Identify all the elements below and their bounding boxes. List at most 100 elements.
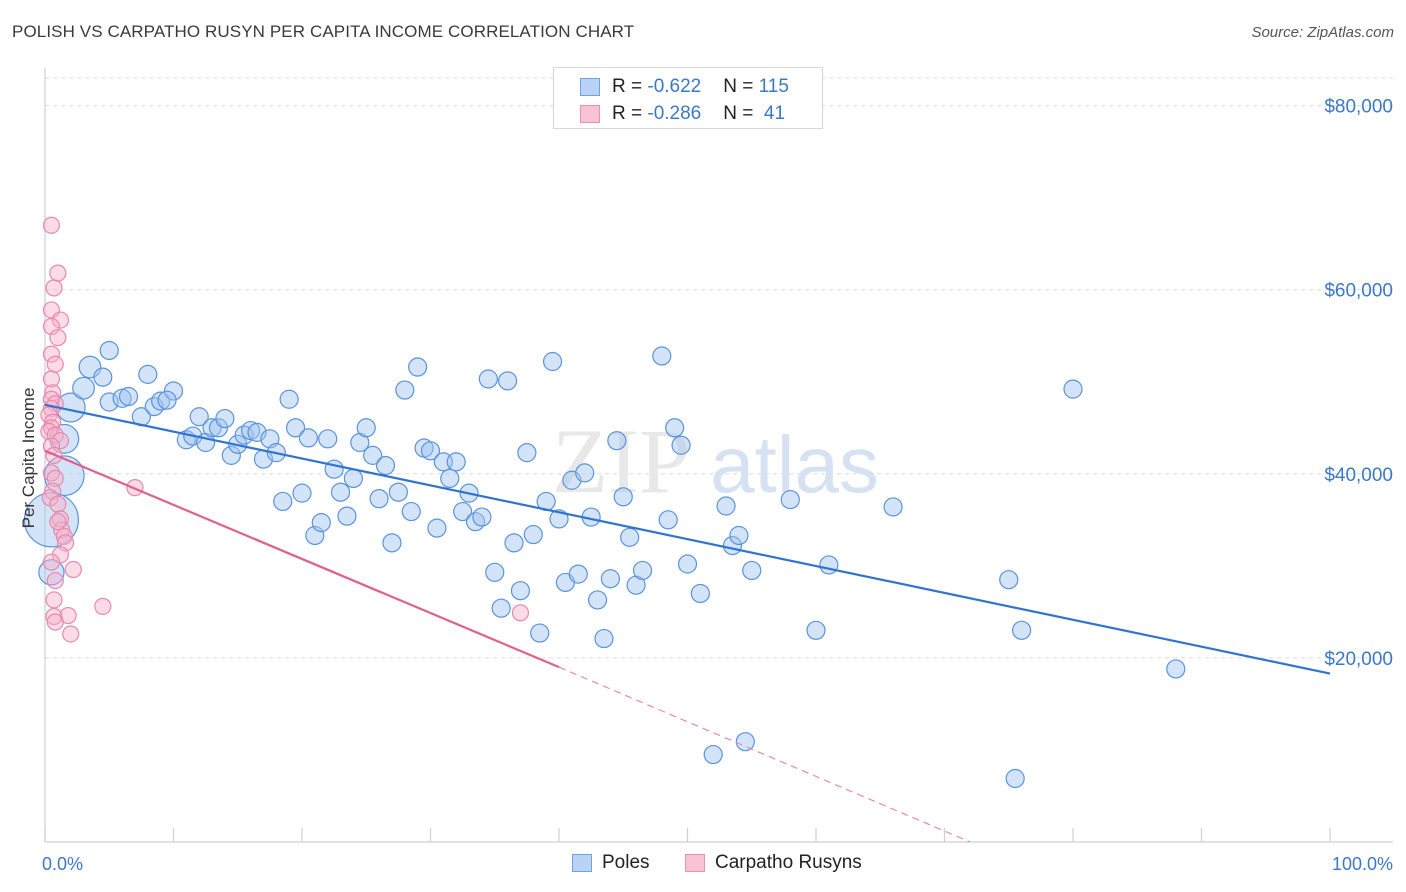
point-poles-13 [138, 364, 158, 384]
point-poles-100 [735, 732, 755, 752]
watermark-atlas: atlas [710, 420, 879, 509]
point-poles-36 [292, 483, 312, 503]
point-poles-99 [729, 525, 749, 546]
point-poles-44 [343, 468, 363, 489]
legend-row-rusyns: R = -0.286 N = 41 [580, 101, 785, 127]
point-rusyns-32 [42, 553, 61, 571]
point-poles-42 [330, 482, 351, 502]
chart-title: POLISH VS CARPATHO RUSYN PER CAPITA INCO… [12, 22, 635, 41]
point-rusyns-19 [51, 432, 70, 450]
bottom-swatch-poles [572, 854, 592, 872]
point-poles-6 [38, 559, 65, 586]
point-poles-7 [93, 367, 113, 387]
point-poles-93 [671, 435, 691, 455]
point-poles-106 [999, 570, 1019, 590]
point-poles-101 [742, 560, 762, 581]
point-poles-89 [632, 560, 653, 581]
point-poles-73 [530, 623, 550, 643]
point-rusyns-9 [42, 370, 61, 388]
point-poles-49 [375, 455, 396, 476]
y-tick-label-2: $60,000 [1324, 281, 1393, 302]
point-rusyns-33 [64, 560, 82, 579]
legend-r-value-rusyns: -0.286 [647, 103, 702, 124]
trend-rusyns-extension [558, 666, 971, 843]
point-poles-67 [491, 598, 511, 618]
point-rusyns-43 [49, 513, 67, 531]
x-tick-label-0: 0.0% [42, 854, 83, 874]
point-poles-91 [658, 510, 678, 530]
point-poles-108 [1063, 379, 1083, 399]
point-rusyns-23 [46, 469, 64, 488]
point-poles-64 [472, 507, 492, 527]
y-tick-label-0: $20,000 [1324, 649, 1393, 670]
tick-labels: $20,000 $40,000 $60,000 $80,000 0.0% 100.0% [42, 97, 1393, 874]
point-rusyns-39 [62, 625, 80, 643]
point-poles-80 [575, 463, 595, 483]
point-poles-56 [420, 441, 441, 461]
point-poles-17 [157, 390, 177, 410]
grid [45, 77, 1393, 659]
point-poles-11 [118, 386, 139, 407]
point-poles-90 [652, 346, 672, 366]
legend-row-poles: R = -0.622 N = 115 [580, 74, 789, 100]
y-axis-title: Per Capita Income [19, 388, 38, 529]
point-poles-107 [1011, 620, 1032, 640]
point-rusyns-0 [42, 216, 61, 234]
series-poles [23, 340, 1186, 789]
point-poles-79 [568, 564, 588, 584]
point-poles-52 [395, 380, 415, 400]
bottom-legend-poles[interactable]: Poles [572, 852, 650, 874]
point-poles-68 [498, 371, 518, 391]
legend-n-value-rusyns: 41 [758, 103, 786, 124]
point-rusyns-36 [45, 607, 63, 626]
point-rusyns-8 [46, 355, 64, 373]
point-rusyns-4 [51, 311, 70, 329]
point-poles-9 [112, 388, 132, 408]
point-poles-39 [311, 512, 331, 533]
point-rusyns-38 [46, 613, 64, 631]
bottom-legend-rusyns[interactable]: Carpatho Rusyns [685, 852, 862, 874]
point-rusyns-35 [45, 591, 63, 609]
point-rusyns-7 [42, 345, 61, 363]
point-poles-35 [285, 418, 306, 438]
point-poles-48 [369, 489, 389, 509]
point-rusyns-6 [49, 328, 67, 347]
point-poles-57 [427, 518, 447, 538]
point-poles-8 [99, 392, 119, 412]
point-poles-94 [677, 554, 698, 574]
point-poles-24 [215, 408, 235, 429]
point-rusyns-34 [46, 571, 64, 590]
point-poles-59 [440, 468, 460, 489]
point-poles-4 [72, 376, 95, 400]
point-rusyns-26 [49, 495, 67, 513]
legend-swatch-poles [580, 78, 600, 96]
point-rusyns-15 [44, 413, 62, 431]
point-poles-34 [279, 389, 299, 409]
point-rusyns-2 [49, 264, 67, 282]
point-poles-69 [504, 533, 524, 553]
point-poles-43 [337, 506, 357, 526]
point-poles-71 [517, 443, 537, 463]
point-poles-110 [1005, 768, 1025, 789]
point-poles-95 [690, 583, 710, 604]
point-poles-37 [298, 428, 319, 448]
bottom-legend-label-rusyns: Carpatho Rusyns [715, 852, 862, 873]
legend-swatch-rusyns [580, 105, 600, 123]
point-poles-10 [99, 340, 119, 361]
legend-r-label: R = [612, 76, 648, 97]
point-poles-96 [703, 744, 723, 765]
point-poles-66 [485, 562, 505, 582]
point-poles-15 [151, 391, 171, 411]
axes [44, 68, 1393, 843]
point-poles-33 [273, 491, 293, 512]
point-poles-87 [620, 527, 640, 547]
point-poles-50 [382, 533, 402, 553]
watermark-zip: ZIP [552, 410, 690, 512]
bottom-legend: Poles Carpatho Rusyns [0, 852, 1406, 878]
legend-n-label: N = [723, 103, 759, 124]
point-poles-84 [600, 569, 621, 589]
legend: R = -0.622 N = 115 R = -0.286 N = 41 [553, 67, 823, 129]
point-poles-85 [607, 431, 627, 451]
point-poles-75 [542, 351, 563, 372]
